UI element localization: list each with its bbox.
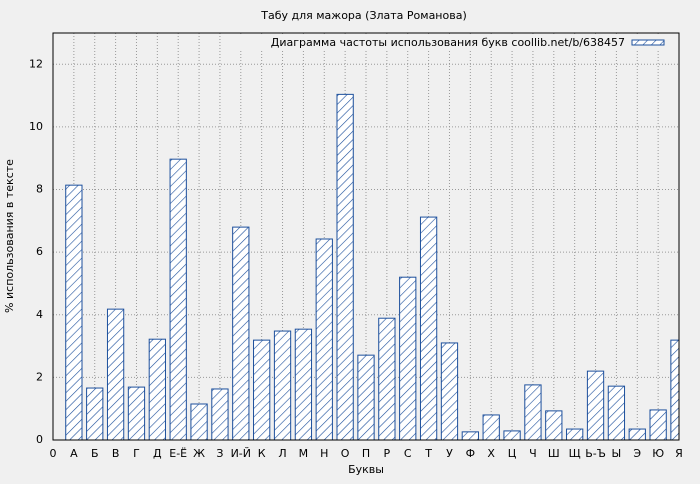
bar <box>273 330 292 440</box>
bar <box>315 238 333 440</box>
bar <box>127 386 146 440</box>
x-tick-label: О <box>341 447 350 460</box>
bar <box>169 158 187 440</box>
x-tick-label: В <box>112 447 120 460</box>
y-tick-label: 6 <box>36 245 43 258</box>
x-tick-label: С <box>404 447 412 460</box>
y-tick-label: 4 <box>36 308 43 321</box>
x-tick-label: А <box>70 447 78 460</box>
chart-title: Табу для мажора (Злата Романова) <box>260 9 467 22</box>
x-tick-label: М <box>299 447 309 460</box>
x-tick-label: Н <box>320 447 328 460</box>
bar <box>607 385 626 440</box>
x-tick-label: Г <box>133 447 140 460</box>
bar <box>65 184 83 440</box>
legend-swatch <box>631 39 665 46</box>
x-tick-label: Д <box>153 447 162 460</box>
bar <box>357 354 375 440</box>
bar <box>232 226 250 440</box>
y-tick-label: 0 <box>36 433 43 446</box>
bar <box>586 370 605 440</box>
y-axis-title: % использования в тексте <box>3 159 16 313</box>
x-tick-label: Х <box>487 447 495 460</box>
x-tick-label: Т <box>424 447 432 460</box>
x-tick-label: П <box>362 447 370 460</box>
bar <box>106 308 125 440</box>
y-tick-label: 12 <box>29 57 43 70</box>
x-tick-label: Ч <box>529 447 537 460</box>
x-tick-label: У <box>446 447 453 460</box>
bar <box>86 387 104 440</box>
x-axis-title: Буквы <box>348 463 384 476</box>
plot-frame <box>52 32 680 441</box>
x-tick-label: Я <box>675 447 683 460</box>
x-tick-label: Ь-Ъ <box>585 447 606 460</box>
bar <box>628 428 646 440</box>
x-tick-label: Р <box>384 447 391 460</box>
x-tick-label: Ю <box>652 447 664 460</box>
x-tick-label: Б <box>91 447 99 460</box>
bar <box>336 93 354 440</box>
x-tick-label: Э <box>633 447 641 460</box>
x-tick-label: Ы <box>612 447 622 460</box>
x-tick-label: Ф <box>466 447 475 460</box>
x-tick-label: Ж <box>193 447 205 460</box>
bar <box>524 384 542 440</box>
bar <box>440 342 459 440</box>
bar <box>419 216 438 440</box>
x-tick-label: Щ <box>569 447 581 460</box>
bar <box>294 328 313 440</box>
bar <box>148 338 166 440</box>
y-tick-label: 10 <box>29 120 43 133</box>
bar <box>545 410 563 440</box>
bar <box>461 431 479 440</box>
bar <box>253 339 271 440</box>
x-tick-label: Ш <box>548 447 560 460</box>
x-tick-label: И-Й <box>231 447 251 460</box>
y-tick-label: 2 <box>36 370 43 383</box>
legend-box <box>240 35 676 51</box>
bar <box>566 428 584 440</box>
bar <box>190 403 208 440</box>
x-tick-label: К <box>258 447 266 460</box>
bar <box>378 317 396 440</box>
x-tick-label: З <box>216 447 223 460</box>
bar <box>649 409 667 440</box>
bar <box>482 414 500 440</box>
bar <box>211 388 229 440</box>
bar <box>399 276 417 440</box>
x-tick-label: Ц <box>508 447 517 460</box>
x-tick-label: Е-Ё <box>169 447 187 460</box>
y-tick-label: 8 <box>36 183 43 196</box>
legend-label: Диаграмма частоты использования букв coo… <box>271 36 625 49</box>
x-tick-label: Л <box>278 447 286 460</box>
bar <box>503 430 521 440</box>
x-tick-label: 0 <box>50 447 57 460</box>
